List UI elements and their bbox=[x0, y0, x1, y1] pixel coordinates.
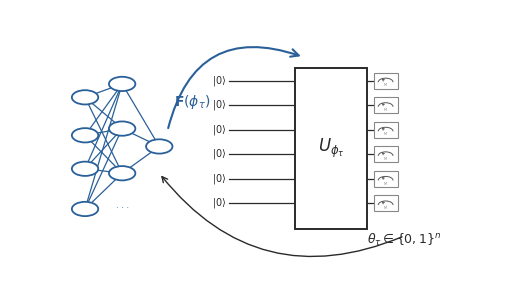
Text: $|0\rangle$: $|0\rangle$ bbox=[212, 98, 226, 112]
FancyBboxPatch shape bbox=[373, 72, 397, 89]
Text: $|0\rangle$: $|0\rangle$ bbox=[212, 172, 226, 186]
Circle shape bbox=[72, 90, 98, 104]
Circle shape bbox=[72, 128, 98, 142]
Text: · · ·: · · · bbox=[115, 204, 129, 213]
Text: M: M bbox=[384, 108, 387, 112]
Circle shape bbox=[109, 166, 135, 180]
Text: M: M bbox=[384, 182, 387, 186]
Text: M: M bbox=[384, 157, 387, 161]
Circle shape bbox=[72, 162, 98, 176]
FancyBboxPatch shape bbox=[373, 97, 397, 113]
Text: M: M bbox=[384, 83, 387, 87]
FancyBboxPatch shape bbox=[295, 68, 368, 229]
Text: M: M bbox=[384, 206, 387, 210]
Text: $|0\rangle$: $|0\rangle$ bbox=[212, 147, 226, 161]
Text: $|0\rangle$: $|0\rangle$ bbox=[212, 196, 226, 210]
Text: $|0\rangle$: $|0\rangle$ bbox=[212, 123, 226, 137]
Text: $|0\rangle$: $|0\rangle$ bbox=[212, 74, 226, 88]
Circle shape bbox=[109, 77, 135, 91]
FancyBboxPatch shape bbox=[373, 195, 397, 211]
FancyBboxPatch shape bbox=[373, 171, 397, 187]
Text: $U_{\phi_\tau}$: $U_{\phi_\tau}$ bbox=[318, 137, 345, 160]
Text: $\theta_\tau \in \{0,1\}^n$: $\theta_\tau \in \{0,1\}^n$ bbox=[368, 232, 442, 248]
FancyBboxPatch shape bbox=[373, 146, 397, 162]
Circle shape bbox=[109, 122, 135, 136]
Text: M: M bbox=[384, 133, 387, 137]
Circle shape bbox=[72, 202, 98, 216]
FancyBboxPatch shape bbox=[373, 122, 397, 138]
Text: $\mathbf{F}(\phi_\tau)$: $\mathbf{F}(\phi_\tau)$ bbox=[174, 93, 211, 111]
Circle shape bbox=[146, 139, 172, 154]
